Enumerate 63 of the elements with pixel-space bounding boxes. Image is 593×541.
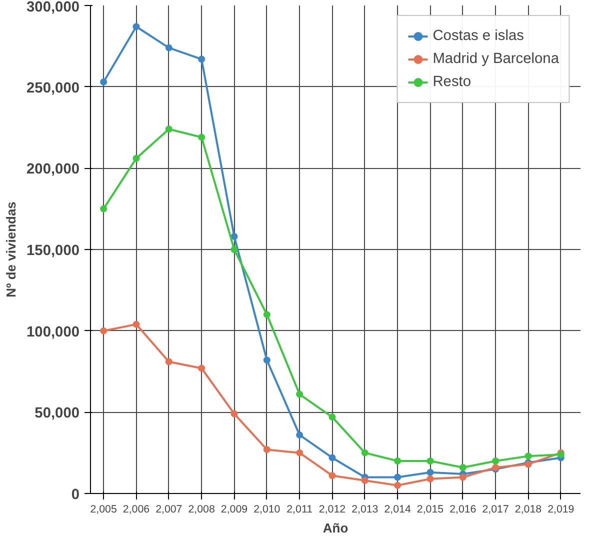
x-tick-label: 2,007: [156, 504, 182, 516]
point: [263, 446, 270, 454]
y-tick-label: 150,000: [26, 243, 80, 259]
x-tick-label: 2,005: [90, 504, 117, 516]
point: [492, 457, 500, 464]
x-tick-label: 2,011: [286, 504, 313, 516]
x-tick-label: 2,009: [220, 504, 248, 516]
legend-label: Costas e islas: [432, 28, 524, 44]
point: [165, 358, 172, 366]
point: [328, 414, 336, 421]
point: [198, 56, 206, 63]
x-tick-label: 2,008: [188, 504, 215, 516]
x-axis-title: Año: [322, 520, 348, 536]
point: [459, 474, 466, 481]
point: [132, 154, 140, 162]
y-tick-label: 50,000: [34, 406, 80, 422]
point: [361, 449, 368, 456]
point: [459, 464, 466, 471]
legend-label: Resto: [432, 74, 472, 90]
point: [394, 482, 402, 489]
x-tick-label: 2,014: [384, 504, 411, 516]
x-tick-label: 2,010: [254, 504, 280, 516]
point: [426, 457, 434, 464]
point: [394, 474, 402, 481]
point: [132, 23, 140, 30]
x-tick-label: 2,016: [450, 504, 476, 516]
y-tick-label: 0: [71, 487, 80, 503]
x-tick-label: 2,017: [482, 504, 509, 516]
x-tick-label: 2,012: [318, 504, 346, 516]
point: [132, 320, 140, 328]
point: [296, 431, 304, 438]
point: [165, 44, 172, 52]
point: [230, 232, 238, 240]
point: [524, 452, 532, 460]
point: [230, 246, 238, 253]
point: [426, 468, 434, 476]
y-axis-title: Nº de viviendas: [4, 202, 19, 298]
point: [426, 475, 434, 482]
y-tick-label: 300,000: [26, 0, 80, 16]
point: [328, 454, 336, 462]
x-tick-label: 2,019: [548, 504, 574, 516]
point: [230, 410, 238, 418]
x-tick-label: 2,018: [514, 504, 542, 516]
point: [296, 449, 304, 456]
point: [394, 457, 402, 464]
y-tick-label: 200,000: [26, 162, 80, 178]
point: [296, 390, 304, 398]
point: [361, 476, 368, 484]
x-tick-label: 2,015: [416, 504, 444, 516]
point: [198, 134, 206, 141]
point: [100, 205, 108, 212]
x-tick-label: 2,006: [122, 504, 150, 516]
point: [198, 364, 206, 372]
y-tick-label: 250,000: [26, 80, 80, 96]
point: [165, 126, 172, 133]
point: [100, 78, 108, 86]
point: [100, 327, 108, 334]
point: [263, 311, 270, 318]
x-tick-label: 2,013: [352, 504, 378, 516]
point: [263, 356, 270, 364]
legend-label: Madrid y Barcelona: [432, 51, 559, 67]
y-tick-label: 100,000: [26, 324, 80, 340]
point: [328, 472, 336, 480]
